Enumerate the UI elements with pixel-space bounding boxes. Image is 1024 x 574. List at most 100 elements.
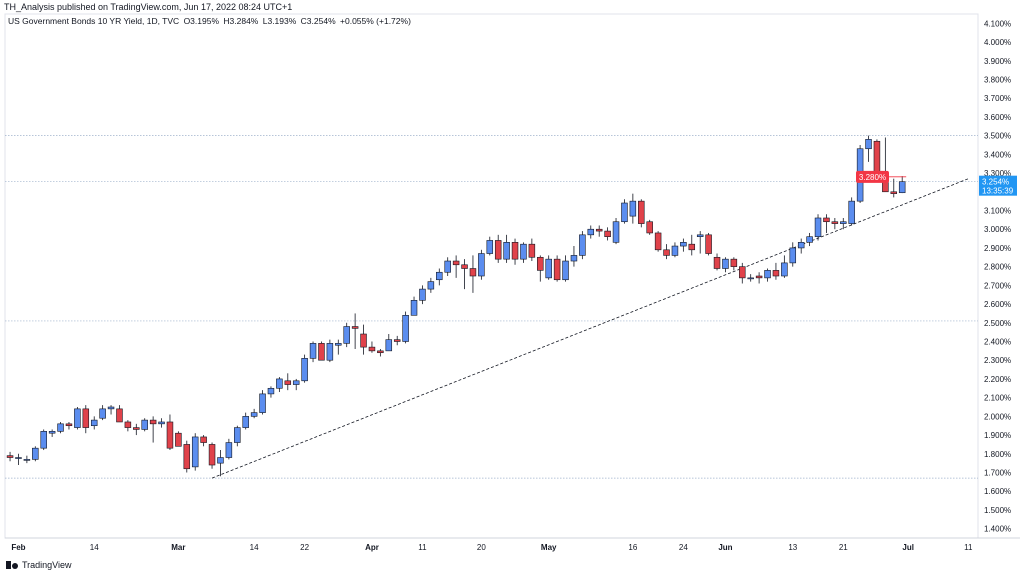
alert-badge-label: 3.280% bbox=[859, 173, 886, 182]
x-tick-label: Jul bbox=[902, 543, 914, 552]
candle-up bbox=[612, 221, 620, 243]
candle-down bbox=[713, 256, 721, 269]
candle-down bbox=[65, 423, 73, 427]
candle-down bbox=[604, 230, 611, 237]
candle-down bbox=[654, 232, 662, 251]
candle-down bbox=[890, 191, 898, 194]
x-tick-label: Apr bbox=[365, 543, 379, 552]
candle-up bbox=[402, 314, 409, 342]
candle-down bbox=[511, 242, 519, 260]
tradingview-logo-icon bbox=[6, 561, 18, 569]
candle-down bbox=[351, 326, 359, 329]
candle-down bbox=[537, 256, 544, 271]
candle-up bbox=[503, 242, 510, 260]
countdown-label: 13:35:39 bbox=[982, 187, 1014, 196]
candle-up bbox=[74, 408, 81, 428]
candle-down bbox=[200, 436, 207, 443]
x-tick-label: Jun bbox=[718, 543, 732, 552]
candle-down bbox=[368, 346, 376, 352]
y-tick-label: 2.000% bbox=[984, 412, 1011, 421]
candle-down bbox=[6, 455, 14, 458]
candle-up bbox=[545, 258, 552, 279]
candle-down bbox=[318, 343, 325, 361]
candle-down bbox=[124, 421, 132, 428]
candle-up bbox=[32, 447, 39, 460]
plot-frame bbox=[4, 13, 979, 539]
candle-up bbox=[15, 457, 22, 459]
legend-low: L3.193% bbox=[262, 16, 297, 26]
candle-up bbox=[107, 406, 115, 410]
candle-up bbox=[385, 339, 393, 352]
y-tick-label: 2.900% bbox=[984, 244, 1011, 253]
candle-up bbox=[326, 343, 334, 361]
publisher-text: TH_Analysis published on TradingView.com… bbox=[4, 2, 293, 12]
candle-up bbox=[40, 431, 47, 449]
candle-down bbox=[494, 240, 502, 260]
candle-up bbox=[629, 200, 637, 217]
legend-open: O3.195% bbox=[183, 16, 220, 26]
candle-down bbox=[82, 408, 90, 428]
y-tick-label: 2.500% bbox=[984, 319, 1011, 328]
candle-down bbox=[663, 249, 670, 256]
tradingview-brand[interactable]: TradingView bbox=[6, 560, 72, 570]
candle-up bbox=[250, 412, 258, 417]
candle-up bbox=[427, 281, 435, 290]
y-tick-label: 2.600% bbox=[984, 300, 1011, 309]
y-tick-label: 1.700% bbox=[984, 469, 1011, 478]
candle-up bbox=[814, 217, 822, 238]
y-tick-label: 3.900% bbox=[984, 57, 1011, 66]
candle-up bbox=[343, 326, 350, 344]
candle-down bbox=[823, 217, 830, 223]
x-tick-label: 24 bbox=[679, 543, 688, 552]
legend-symbol: US Government Bonds 10 YR Yield, 1D, TVC bbox=[8, 16, 180, 26]
x-tick-label: 11 bbox=[418, 543, 427, 552]
candle-up bbox=[570, 255, 578, 262]
y-tick-label: 3.800% bbox=[984, 76, 1011, 85]
candle-up bbox=[436, 271, 443, 281]
candle-up bbox=[764, 270, 771, 279]
y-tick-label: 4.000% bbox=[984, 38, 1011, 47]
candle-up bbox=[158, 421, 165, 425]
legend-close: C3.254% bbox=[300, 16, 336, 26]
candle-up bbox=[781, 262, 788, 277]
candle-down bbox=[705, 234, 712, 254]
candle-up bbox=[722, 258, 729, 269]
candle-down bbox=[461, 264, 468, 269]
y-tick-label: 3.500% bbox=[984, 132, 1011, 141]
x-tick-label: 14 bbox=[90, 543, 99, 552]
candle-down bbox=[360, 333, 367, 348]
candle-down bbox=[739, 266, 746, 279]
last-price-label: 3.254% bbox=[982, 178, 1009, 187]
candle-down bbox=[595, 228, 603, 232]
candle-down bbox=[377, 350, 384, 354]
candle-down bbox=[166, 421, 174, 449]
candle-down bbox=[469, 268, 477, 277]
candle-up bbox=[486, 240, 494, 254]
x-tick-label: 22 bbox=[300, 543, 309, 552]
candle-up bbox=[587, 228, 595, 236]
candle-up bbox=[90, 419, 98, 427]
candle-up bbox=[234, 427, 241, 443]
candle-up bbox=[671, 245, 679, 256]
candle-up bbox=[419, 288, 426, 301]
candle-down bbox=[149, 419, 157, 425]
y-tick-label: 3.600% bbox=[984, 113, 1011, 122]
x-tick-label: May bbox=[541, 543, 557, 552]
x-tick-label: 11 bbox=[964, 543, 973, 552]
y-tick-label: 2.400% bbox=[984, 338, 1011, 347]
y-tick-label: 1.500% bbox=[984, 506, 1011, 515]
last-price-badge bbox=[979, 175, 1017, 196]
candle-up bbox=[267, 387, 275, 395]
x-tick-label: 21 bbox=[839, 543, 848, 552]
y-tick-label: 2.700% bbox=[984, 281, 1011, 290]
candle-down bbox=[175, 432, 182, 447]
candle-up bbox=[898, 181, 906, 194]
candle-down bbox=[831, 221, 839, 224]
y-tick-label: 1.400% bbox=[984, 525, 1011, 534]
candle-up bbox=[579, 234, 586, 256]
candle-up bbox=[621, 202, 628, 223]
candle-up bbox=[292, 380, 300, 385]
legend-change: +0.055% (+1.72%) bbox=[340, 16, 411, 26]
candle-up bbox=[696, 234, 704, 237]
